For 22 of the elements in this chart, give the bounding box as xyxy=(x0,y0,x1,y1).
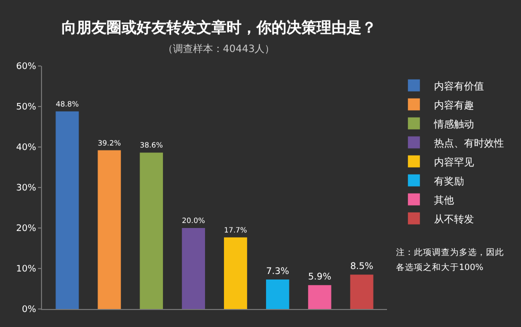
legend-label: 有奖励 xyxy=(434,175,464,188)
legend-label: 内容有趣 xyxy=(434,99,474,112)
y-tick-label: 10% xyxy=(16,264,37,275)
data-label: 8.5% xyxy=(350,262,374,272)
chart-subtitle: （调查样本：40443人） xyxy=(162,43,275,56)
text: 各选项之和大于100% xyxy=(396,262,484,273)
y-tick-label: 50% xyxy=(16,102,37,113)
legend-label: 从不转发 xyxy=(434,213,474,226)
y-tick-label: 30% xyxy=(16,184,37,194)
text: 注：此项调查为多选，因此 xyxy=(396,247,504,258)
y-tick-label: 20% xyxy=(16,224,37,234)
y-tick-label: 0% xyxy=(22,305,37,316)
chart-title: 向朋友圈或好友转发文章时，你的决策理由是？ xyxy=(61,18,376,37)
y-tick-label: 40% xyxy=(16,143,37,154)
legend-label: 内容有价值 xyxy=(434,80,484,92)
y-tick-label: 60% xyxy=(16,62,37,72)
legend-label: 其他 xyxy=(434,194,454,206)
data-label: 7.3% xyxy=(266,266,290,277)
legend-label: 热点、有时效性 xyxy=(434,137,504,150)
legend-label: 情感触动 xyxy=(432,118,474,130)
data-label: 5.9% xyxy=(308,272,332,283)
legend-label: 内容罕见 xyxy=(434,156,474,168)
